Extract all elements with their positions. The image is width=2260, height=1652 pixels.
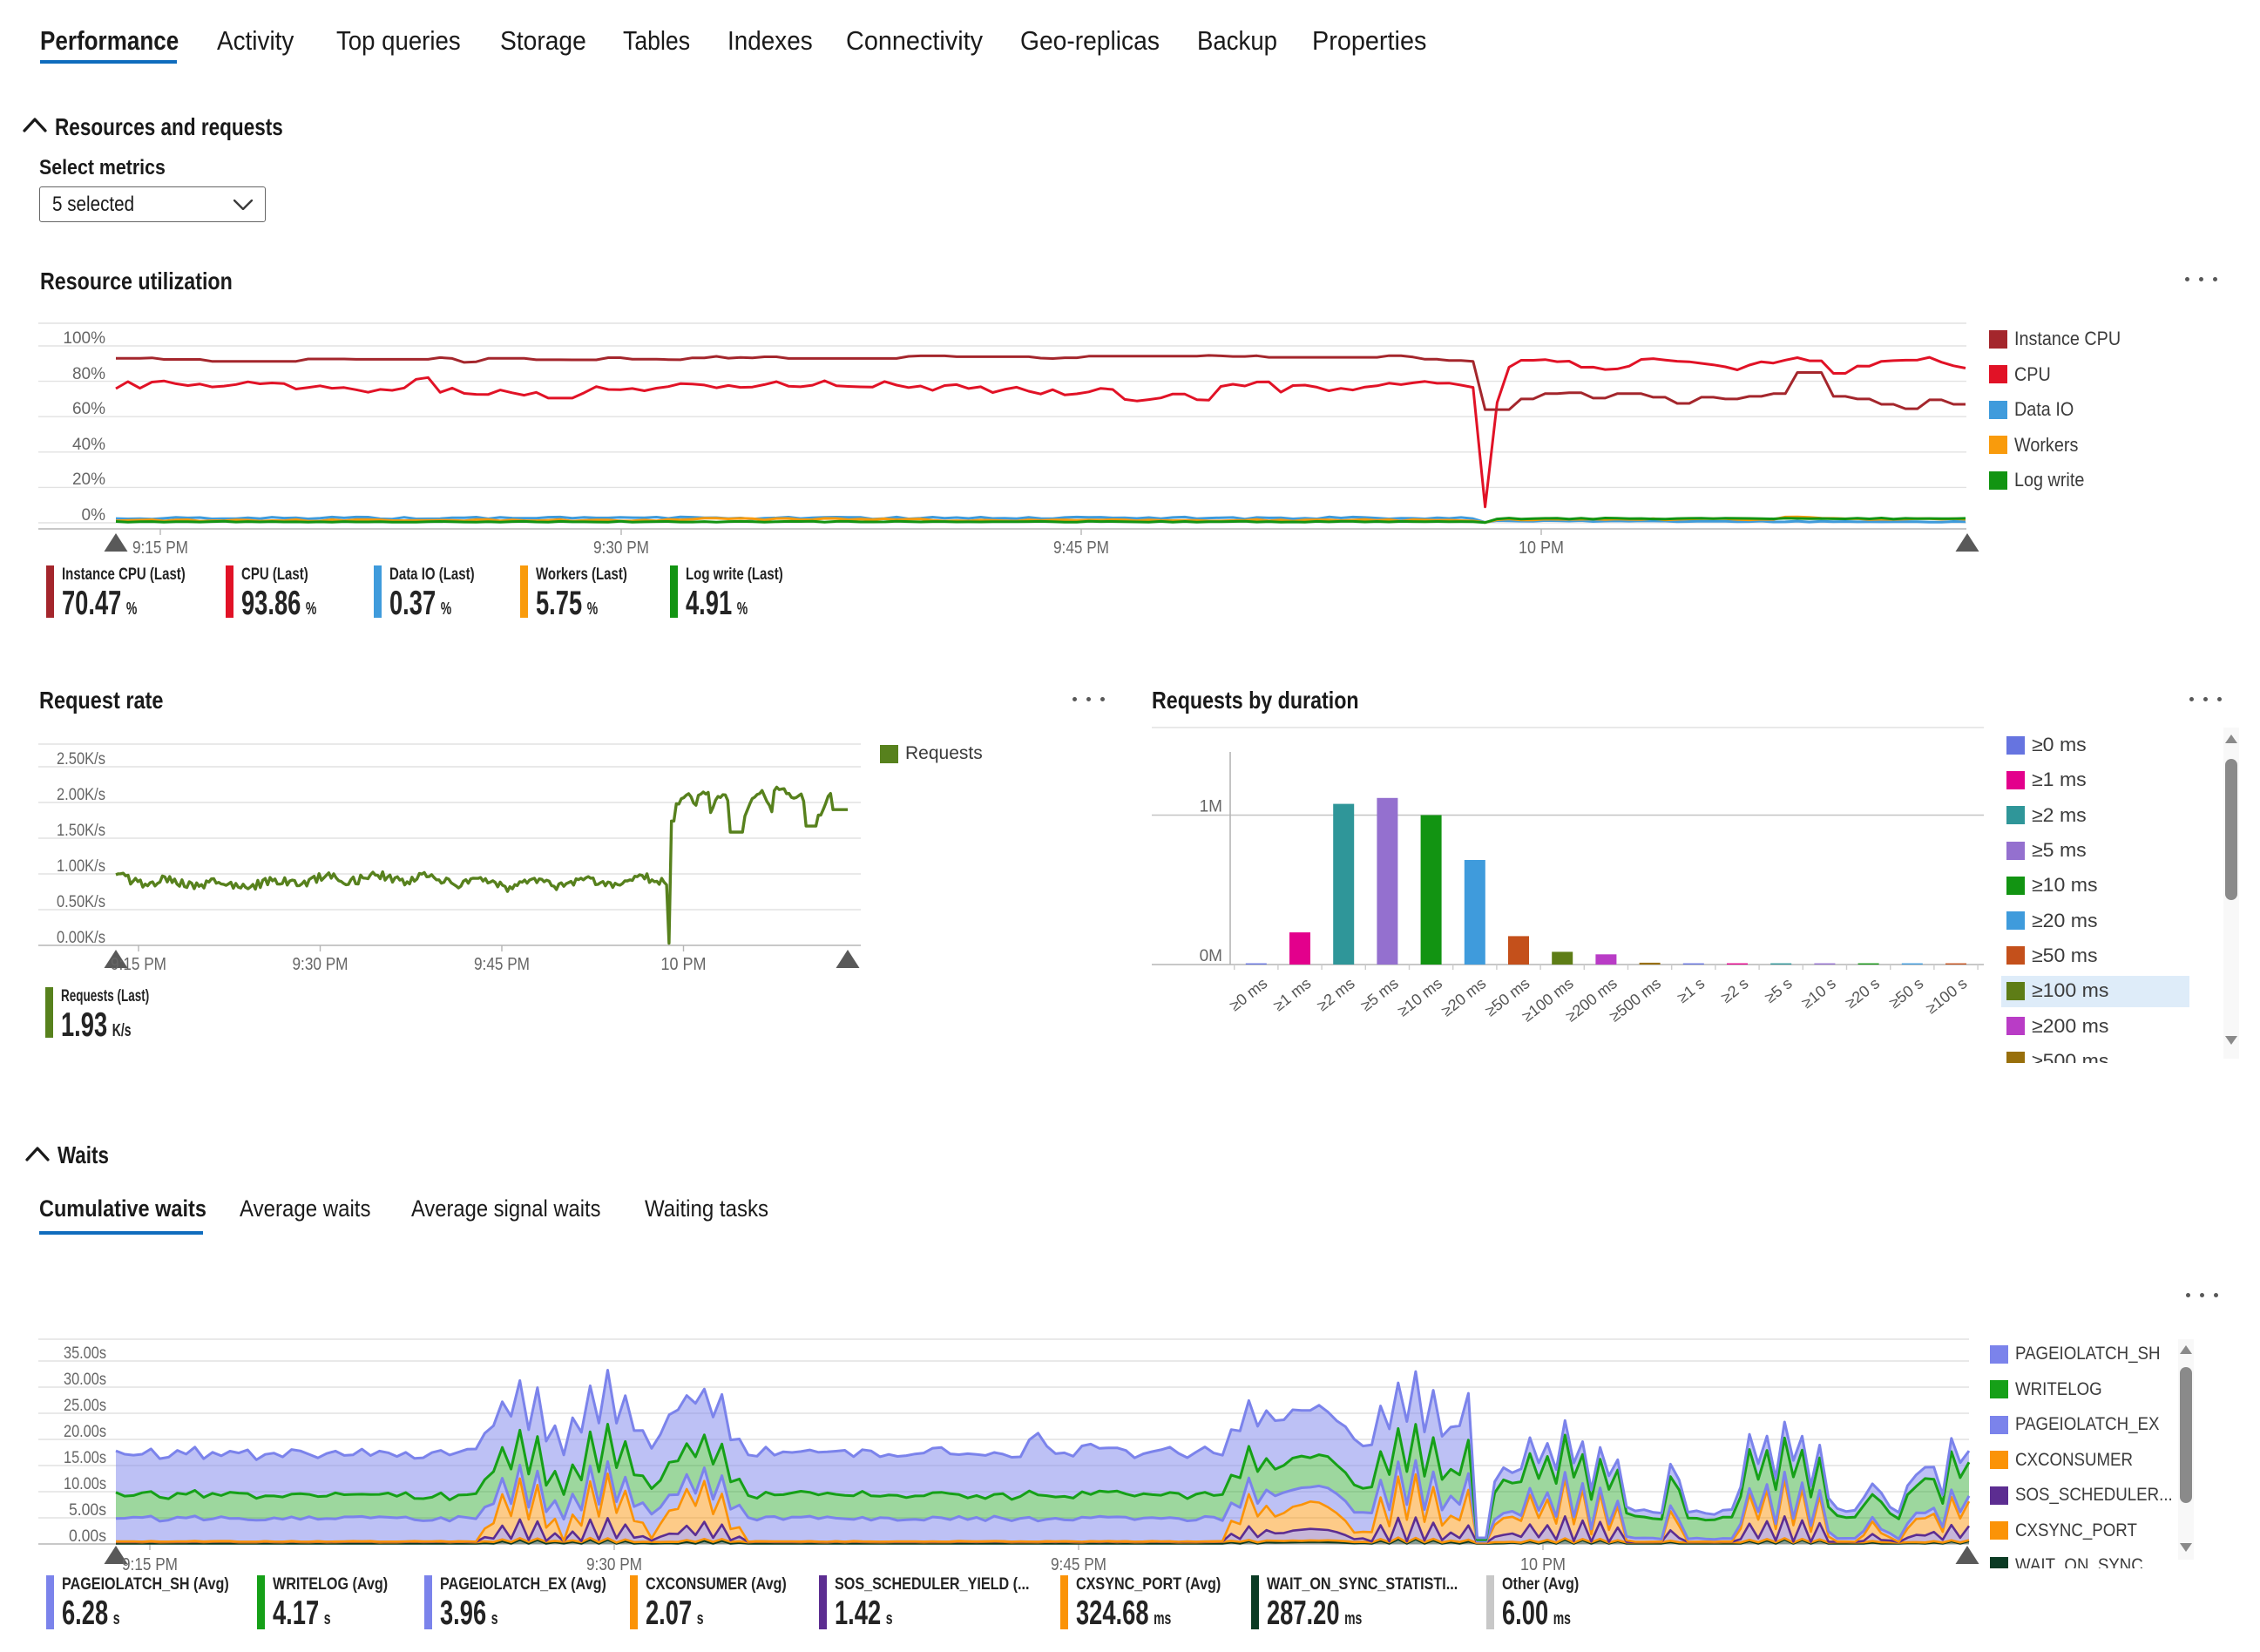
svg-text:1.50K/s: 1.50K/s — [57, 822, 105, 840]
svg-text:15.00s: 15.00s — [64, 1449, 106, 1467]
svg-text:35.00s: 35.00s — [64, 1344, 106, 1363]
svg-text:≥100 s: ≥100 s — [1923, 974, 1971, 1017]
svg-text:≥10 s: ≥10 s — [1798, 974, 1839, 1012]
svg-text:10 PM: 10 PM — [1520, 1555, 1566, 1574]
svg-text:9:15 PM: 9:15 PM — [122, 1555, 178, 1574]
svg-text:9:30 PM: 9:30 PM — [593, 538, 649, 558]
svg-text:25.00s: 25.00s — [64, 1397, 106, 1415]
svg-text:5.00s: 5.00s — [69, 1501, 106, 1520]
svg-text:9:45 PM: 9:45 PM — [1053, 538, 1109, 558]
svg-text:9:45 PM: 9:45 PM — [474, 955, 530, 974]
svg-text:9:15 PM: 9:15 PM — [132, 538, 188, 558]
svg-text:10 PM: 10 PM — [661, 955, 707, 974]
svg-text:1.00K/s: 1.00K/s — [57, 857, 105, 876]
svg-text:60%: 60% — [72, 400, 105, 418]
svg-text:0.00K/s: 0.00K/s — [57, 929, 105, 947]
svg-text:10.00s: 10.00s — [64, 1475, 106, 1493]
svg-text:≥2 ms: ≥2 ms — [1314, 974, 1358, 1014]
svg-text:≥1 ms: ≥1 ms — [1270, 974, 1315, 1014]
svg-text:20%: 20% — [72, 471, 105, 489]
svg-text:9:30 PM: 9:30 PM — [293, 955, 348, 974]
svg-text:100%: 100% — [63, 329, 105, 348]
svg-text:≥20 ms: ≥20 ms — [1438, 974, 1490, 1019]
svg-text:≥2 s: ≥2 s — [1717, 974, 1751, 1006]
svg-text:≥50 s: ≥50 s — [1885, 974, 1926, 1012]
svg-text:≥1 s: ≥1 s — [1674, 974, 1708, 1006]
svg-text:30.00s: 30.00s — [64, 1371, 106, 1389]
svg-text:≥10 ms: ≥10 ms — [1394, 974, 1445, 1019]
svg-text:10 PM: 10 PM — [1519, 538, 1564, 558]
svg-text:0.50K/s: 0.50K/s — [57, 893, 105, 911]
svg-text:≥20 s: ≥20 s — [1842, 974, 1883, 1012]
svg-text:9:45 PM: 9:45 PM — [1051, 1555, 1106, 1574]
svg-text:≥0 ms: ≥0 ms — [1226, 974, 1270, 1014]
svg-text:0.00s: 0.00s — [69, 1527, 106, 1546]
svg-text:9:15 PM: 9:15 PM — [111, 955, 166, 974]
svg-text:20.00s: 20.00s — [64, 1423, 106, 1441]
svg-text:0M: 0M — [1200, 947, 1222, 965]
svg-text:40%: 40% — [72, 436, 105, 454]
svg-text:2.50K/s: 2.50K/s — [57, 750, 105, 768]
svg-text:≥5 s: ≥5 s — [1762, 974, 1796, 1006]
svg-text:0%: 0% — [82, 506, 106, 525]
svg-text:2.00K/s: 2.00K/s — [57, 786, 105, 804]
svg-text:80%: 80% — [72, 365, 105, 383]
svg-text:9:30 PM: 9:30 PM — [586, 1555, 642, 1574]
svg-text:1M: 1M — [1200, 798, 1222, 816]
